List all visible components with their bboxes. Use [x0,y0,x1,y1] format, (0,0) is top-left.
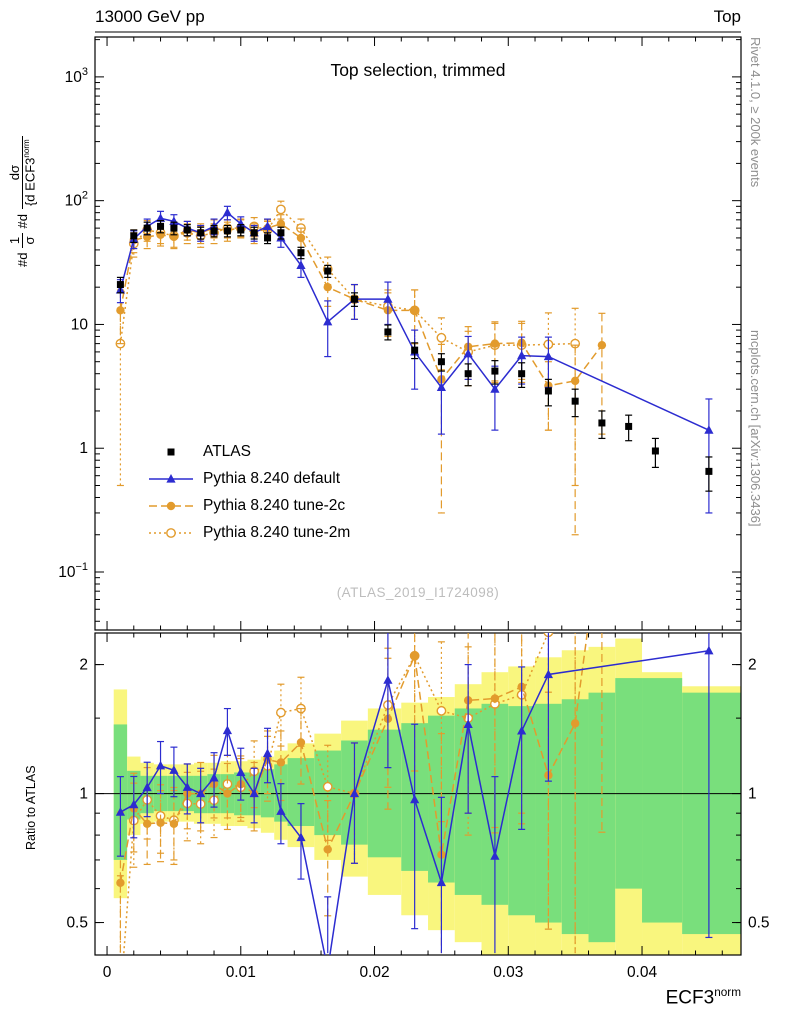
legend-label-pythia-tune-2m: Pythia 8.240 tune-2m [203,523,351,541]
ylabel-fraction-2: dσ {d ECF3norm [7,136,37,210]
svg-text:10: 10 [71,316,89,333]
ratio-axis-label-text: Ratio to ATLAS [24,765,38,850]
svg-text:1: 1 [748,786,757,803]
band-green-bin [314,750,342,836]
ylabel-frac2-num: dσ [7,165,22,181]
svg-text:0.04: 0.04 [627,964,658,981]
ylabel-frac2-den-text: {d ECF3 [21,157,37,207]
ratio-bands [113,638,741,955]
legend-marker-pythia-default [149,473,193,483]
svg-text:102: 102 [65,190,88,210]
rivet-version-label: Rivet 4.1.0, ≥ 200k events [748,37,763,188]
svg-text:0.5: 0.5 [66,915,88,932]
ylabel-fraction-1: 1 σ [7,233,37,248]
legend-marker-pythia-tune-2c [149,501,193,510]
panel-title: Top selection, trimmed [330,60,506,80]
svg-text:1: 1 [79,786,88,803]
ylabel-symbol-1: #d [14,252,30,267]
svg-text:0.5: 0.5 [748,915,770,932]
ylabel-frac1-den: σ [21,233,37,248]
svg-text:2: 2 [748,657,757,674]
x-axis-label: ECF3norm [441,986,741,1009]
legend-label-pythia-tune-2c: Pythia 8.240 tune-2c [203,496,346,514]
legend-marker-atlas [167,448,175,455]
legend-item-pythia-tune-2m: Pythia 8.240 tune-2m [148,519,350,546]
svg-text:0.03: 0.03 [493,964,523,981]
svg-text:0: 0 [103,964,112,981]
legend-label-atlas: ATLAS [203,442,251,460]
legend-marker-pythia-tune-2m [149,527,193,538]
ratio-axis-label: Ratio to ATLAS [24,742,132,850]
main-panel-frame [94,36,742,631]
ylabel-frac2-den: {d ECF3norm [21,136,37,210]
series-atlas-main [116,220,713,492]
band-green-bin [615,678,643,889]
header-analysis-tag: Top [713,7,741,26]
svg-text:2: 2 [79,657,88,674]
ylabel-frac1-num: 1 [7,236,23,245]
svg-text:1: 1 [79,440,88,457]
x-axis-label-base: ECF3 [665,987,715,1009]
legend-item-atlas: ATLAS [148,438,350,465]
svg-text:10−1: 10−1 [58,561,88,581]
ylabel-symbol-2: #d [14,214,30,229]
band-green-bin [642,678,683,923]
legend: ATLAS Pythia 8.240 default Pythia 8.240 tu… [148,438,350,546]
legend-item-pythia-tune-2c: Pythia 8.240 tune-2c [148,492,350,519]
watermark: (ATLAS_2019_I1724098) [336,585,500,600]
series-pythia-default-ratio [115,633,714,955]
svg-text:0.01: 0.01 [226,964,256,981]
svg-text:103: 103 [65,66,88,86]
y-axis-label: #d 1 σ #d dσ {d ECF3norm [7,42,233,267]
x-axis-label-sup: norm [714,986,741,999]
ylabel-frac2-den-sup: norm [21,139,31,158]
mcplots-citation-label: mcplots.cern.ch [arXiv:1306.3436] [748,330,763,527]
legend-label-pythia-default: Pythia 8.240 default [203,469,341,487]
svg-text:0.02: 0.02 [359,964,389,981]
band-green-bin [682,692,741,935]
header-beam-energy: 13000 GeV pp [95,7,205,26]
legend-item-pythia-default: Pythia 8.240 default [148,465,350,492]
